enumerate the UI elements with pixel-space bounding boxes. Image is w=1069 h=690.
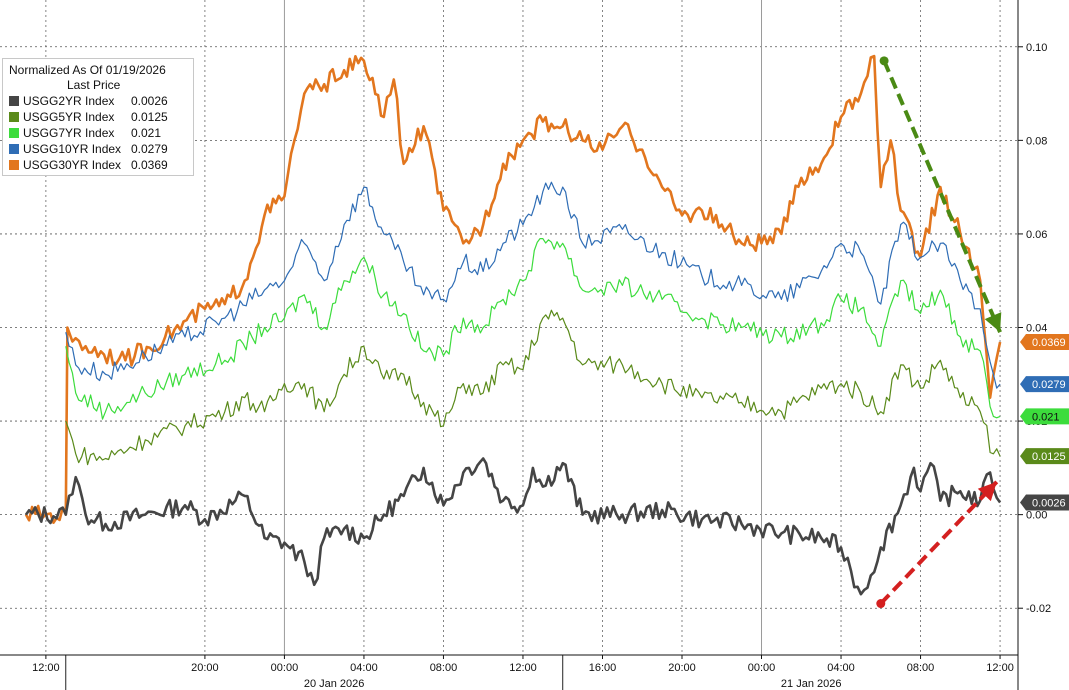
legend-swatch: [9, 128, 19, 138]
last-price-tags: 0.0026 0.0125 0.021 0.0279 0.0369: [1020, 334, 1069, 511]
last-price-tag-value: 0.0279: [1032, 379, 1066, 391]
legend-entry: USGG10YR Index 0.0279: [9, 141, 193, 157]
y-tick-label: 0.04: [1026, 323, 1047, 335]
x-tick-label: 16:00: [589, 662, 617, 674]
x-tick-label: 12:00: [32, 662, 60, 674]
legend-series-value: 0.0026: [131, 94, 168, 108]
legend-entry: USGG5YR Index 0.0125: [9, 109, 193, 125]
x-tick-label: 12:00: [986, 662, 1014, 674]
last-price-tag: [1020, 494, 1069, 511]
annotation-arrow-shaft: [882, 60, 1002, 333]
legend-series-value: 0.0125: [131, 110, 168, 124]
annotation-arrow-head: [984, 312, 1002, 333]
y-tick-label: 0.06: [1026, 229, 1047, 241]
last-price-tag-value: 0.021: [1032, 411, 1060, 423]
x-tick-label: 04:00: [350, 662, 378, 674]
legend-swatch: [9, 112, 19, 122]
legend-entry: USGG30YR Index 0.0369: [9, 157, 193, 173]
legend-series-name: USGG7YR Index: [23, 126, 115, 140]
x-tick-label: 04:00: [827, 662, 855, 674]
annotation-arrow-shaft: [879, 480, 999, 605]
legend-entry: USGG2YR Index 0.0026: [9, 93, 193, 109]
series-line-usgg30yr: [24, 54, 1002, 524]
series-line-usgg5yr: [65, 309, 1001, 466]
legend-title: Normalized As Of 01/19/2026: [9, 63, 166, 77]
legend-rows: USGG2YR Index 0.0026 USGG5YR Index 0.0125 US…: [9, 93, 193, 173]
annotation-arrow-origin: [879, 56, 889, 66]
last-price-tag: [1020, 376, 1069, 393]
legend-series-name: USGG10YR Index: [23, 142, 122, 156]
last-price-tag-value: 0.0026: [1032, 497, 1066, 509]
legend: Normalized As Of 01/19/2026 Last Price U…: [2, 58, 194, 176]
legend-series-name: USGG30YR Index: [23, 158, 122, 172]
last-price-tag-value: 0.0125: [1032, 451, 1066, 463]
legend-swatch: [9, 160, 19, 170]
last-price-tag: [1020, 334, 1069, 351]
series-line-usgg7yr: [65, 238, 1001, 420]
x-date-label: 21 Jan 2026: [781, 678, 842, 690]
last-price-tag: [1020, 448, 1069, 465]
x-tick-label: 00:00: [748, 662, 776, 674]
last-price-tag-value: 0.0369: [1032, 337, 1066, 349]
x-tick-label: 20:00: [191, 662, 219, 674]
annotation-arrows: [876, 56, 1002, 609]
x-tick-label: 00:00: [271, 662, 299, 674]
x-tick-label: 20:00: [668, 662, 696, 674]
x-tick-label: 08:00: [907, 662, 935, 674]
series-lines: [24, 54, 1002, 596]
y-tick-label: -0.02: [1026, 603, 1051, 615]
y-tick-label: 0.08: [1026, 135, 1047, 147]
legend-swatch: [9, 96, 19, 106]
last-price-tag: [1020, 408, 1069, 425]
y-tick-label: 0.00: [1026, 510, 1047, 522]
grid: [0, 0, 1018, 690]
annotation-arrow-origin: [876, 599, 886, 609]
x-axis: 12:00 20:00 00:00 04:00 08:00 12:00 16:00 20:00…: [0, 654, 1018, 690]
legend-series-value: 0.0279: [131, 142, 168, 156]
legend-series-value: 0.0369: [131, 158, 168, 172]
legend-series-value: 0.021: [131, 126, 162, 140]
y-tick-label: 0.10: [1026, 42, 1047, 54]
series-line-usgg10yr: [65, 181, 1001, 389]
x-tick-label: 12:00: [509, 662, 537, 674]
series-line-usgg2yr: [24, 457, 1002, 596]
x-tick-label: 08:00: [430, 662, 458, 674]
legend-swatch: [9, 144, 19, 154]
x-date-label: 20 Jan 2026: [304, 678, 365, 690]
legend-subtitle: Last Price: [67, 78, 121, 92]
legend-series-name: USGG2YR Index: [23, 94, 115, 108]
legend-series-name: USGG5YR Index: [23, 110, 115, 124]
legend-entry: USGG7YR Index 0.021: [9, 125, 193, 141]
annotation-arrow-head: [977, 481, 997, 502]
